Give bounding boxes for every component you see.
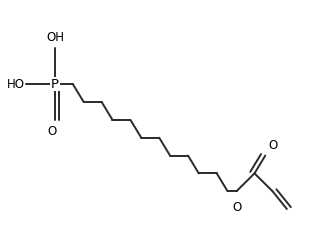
Text: OH: OH: [46, 31, 64, 44]
Text: HO: HO: [6, 78, 24, 91]
Text: P: P: [51, 78, 59, 91]
Text: O: O: [268, 139, 278, 152]
Text: O: O: [232, 201, 242, 214]
Text: O: O: [47, 125, 57, 138]
